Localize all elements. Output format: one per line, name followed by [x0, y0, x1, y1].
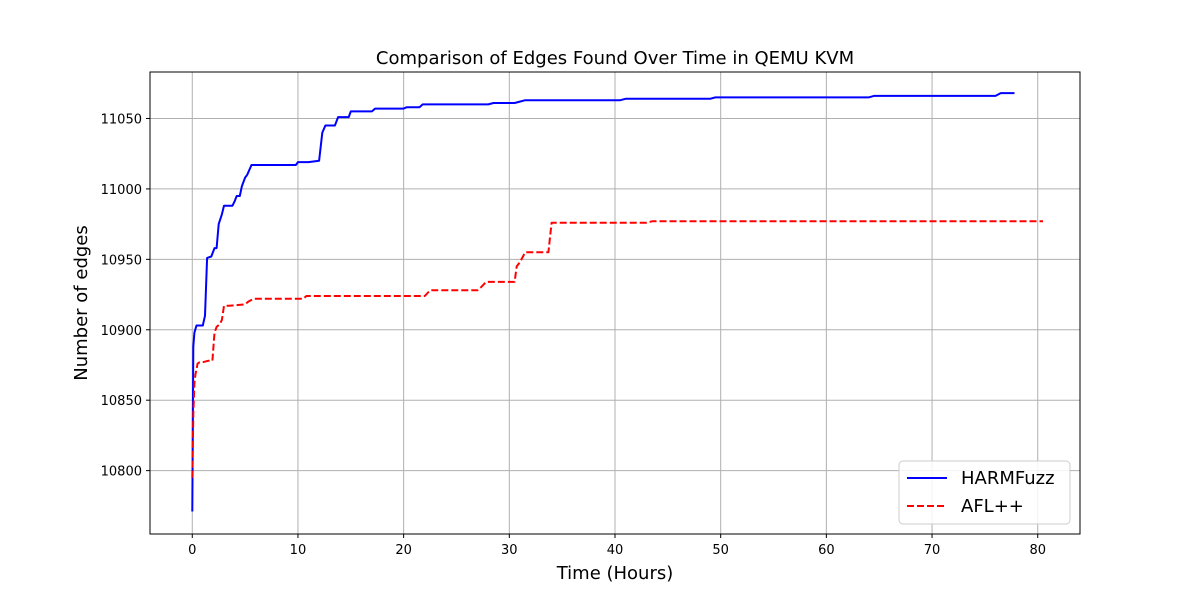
y-tick-label: 11000 [101, 183, 142, 198]
legend-label-harmfuzz: HARMFuzz [961, 468, 1055, 489]
y-tick-label: 10950 [101, 253, 142, 268]
x-tick-label: 80 [1029, 543, 1046, 558]
y-tick-label: 10900 [101, 324, 142, 339]
y-axis-label: Number of edges [71, 225, 92, 380]
ticks: 0 10 20 30 40 50 60 70 80 10800 10850 10900 10950 110… [101, 112, 1046, 558]
x-tick-label: 30 [501, 543, 518, 558]
x-axis-label: Time (Hours) [556, 563, 674, 584]
x-tick-label: 70 [924, 543, 941, 558]
legend-frame [898, 460, 1071, 525]
series-layer [191, 92, 1043, 512]
series-line-afl [191, 220, 1043, 478]
x-tick-label: 60 [818, 543, 835, 558]
x-tick-label: 50 [712, 543, 729, 558]
y-tick-label: 10800 [101, 465, 142, 480]
x-tick-label: 20 [395, 543, 412, 558]
y-tick-label: 10850 [101, 394, 142, 409]
y-tick-label: 11050 [101, 112, 142, 127]
x-tick-label: 0 [188, 543, 196, 558]
legend-label-aflpp: AFL++ [961, 496, 1024, 517]
x-tick-label: 40 [607, 543, 624, 558]
x-tick-label: 10 [290, 543, 307, 558]
legend: HARMFuzz AFL++ [898, 460, 1071, 525]
chart-title: Comparison of Edges Found Over Time in Q… [376, 48, 854, 69]
series-line-harmfuzz [191, 92, 1015, 512]
